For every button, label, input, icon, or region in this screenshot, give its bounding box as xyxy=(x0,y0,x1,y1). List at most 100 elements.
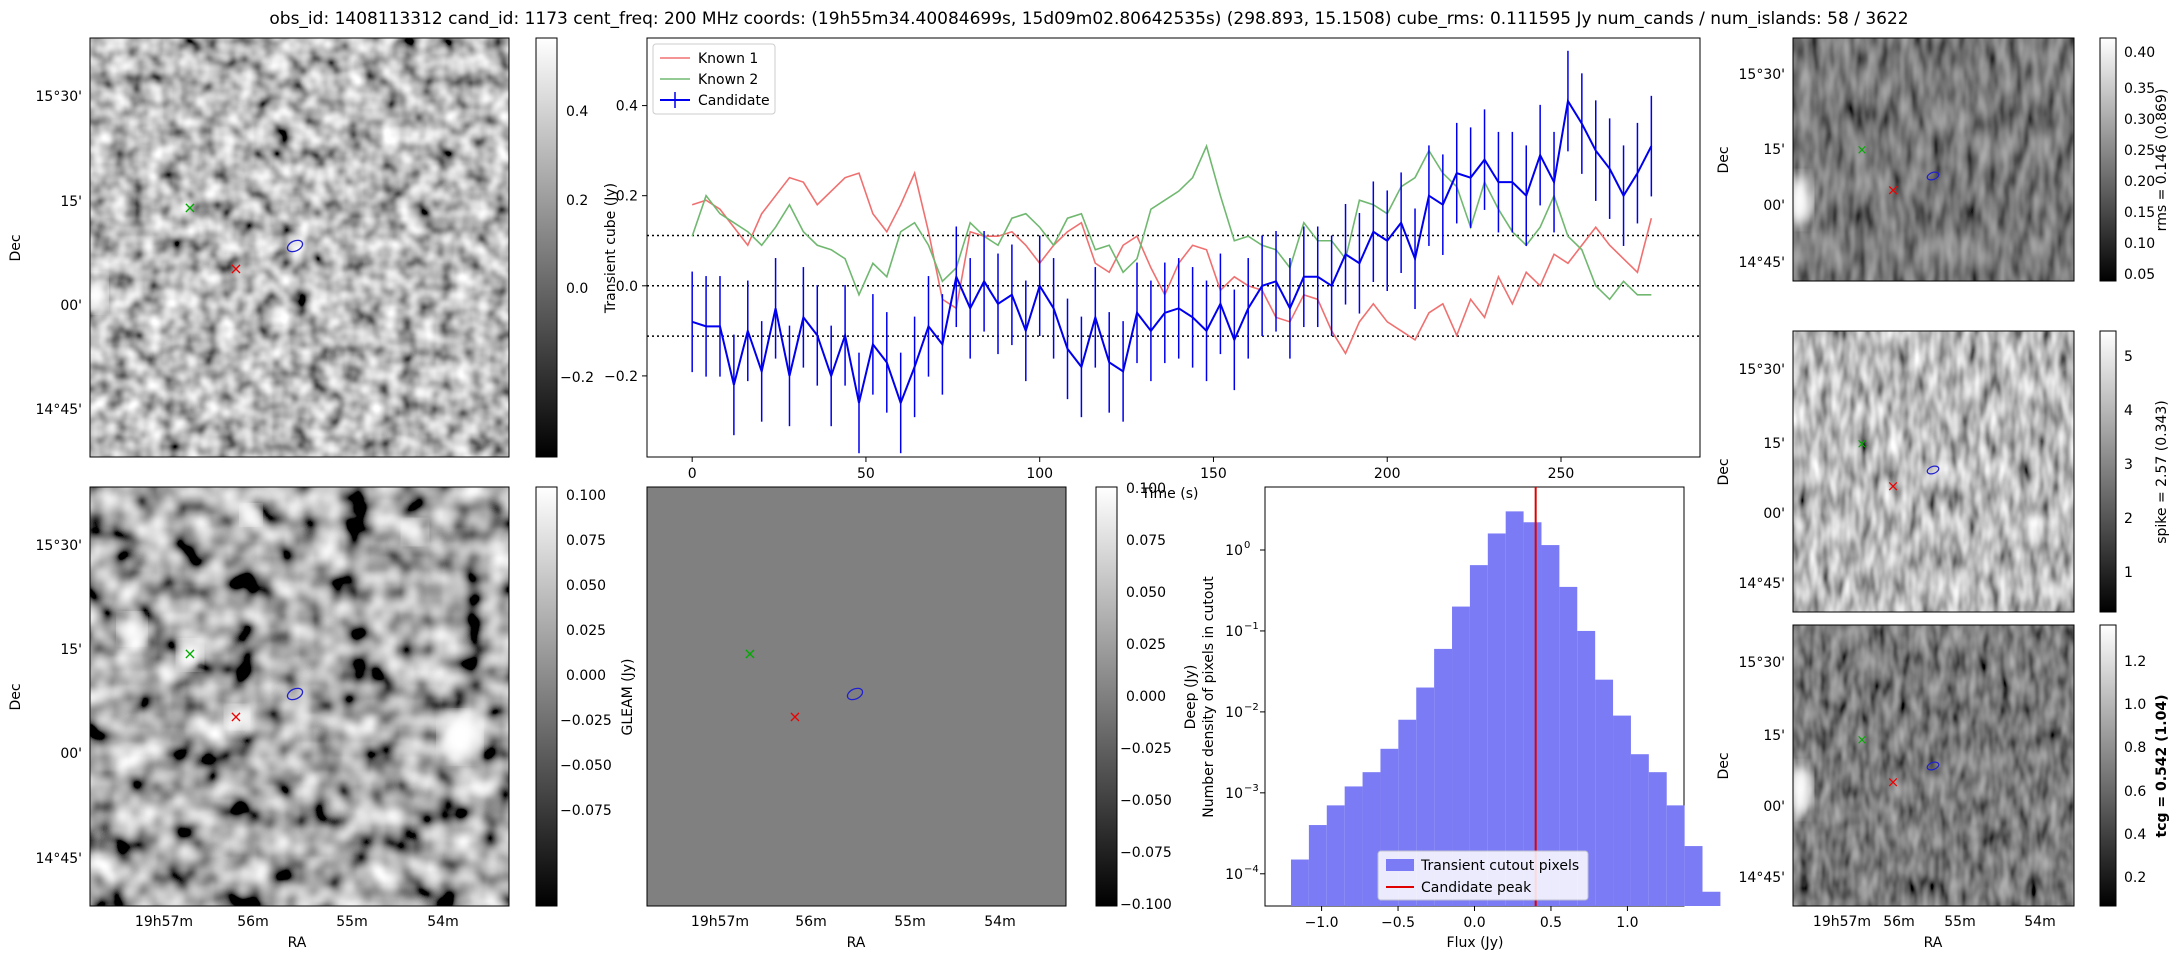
histogram-bar xyxy=(1344,786,1363,906)
ra-tick: 56m xyxy=(237,914,268,930)
colorbar-label: rms = 0.146 (0.869) xyxy=(2154,89,2170,232)
colorbar-tick: 1 xyxy=(2124,565,2133,581)
ra-tick: 55m xyxy=(1944,914,1975,930)
dec-tick: 00' xyxy=(1763,198,1785,214)
y-tick-exponent: −2 xyxy=(1244,702,1259,713)
legend-label: Candidate peak xyxy=(1421,880,1532,896)
colorbar-tick: 0.30 xyxy=(2124,112,2155,128)
colorbar-label: Transient cube (Jy) xyxy=(603,183,619,314)
colorbar-tick: 0.025 xyxy=(1126,637,1166,653)
dec-axis-label: Dec xyxy=(1716,458,1732,485)
histogram-bar xyxy=(1648,772,1667,906)
y-tick-label: 10 xyxy=(1225,543,1243,559)
colorbar-tick: 0.2 xyxy=(566,193,588,209)
x-tick-label: 0.0 xyxy=(1463,915,1485,931)
colorbar-tick: 0.25 xyxy=(2124,143,2155,159)
rms-image xyxy=(1793,38,2074,281)
histogram-bar xyxy=(1684,846,1703,906)
ra-axis-label: RA xyxy=(1924,935,1943,951)
colorbar-tick: 3 xyxy=(2124,457,2133,473)
transient-image-panel: × × Dec 15°30' 15' 00' 14°45' 0.4 0.2 0.… xyxy=(8,37,619,458)
colorbar-tick: 0.15 xyxy=(2124,205,2155,221)
histogram-bar xyxy=(1452,606,1470,906)
y-tick-label: −0.2 xyxy=(604,369,638,385)
colorbar-tick: 0.075 xyxy=(566,533,606,549)
source-ellipse xyxy=(286,239,304,253)
colorbar-tick: 2 xyxy=(2124,511,2133,527)
histogram-bar xyxy=(1308,825,1327,906)
ra-tick: 19h57m xyxy=(135,914,193,930)
colorbar xyxy=(2099,624,2117,907)
transient-image xyxy=(90,38,509,457)
red-cross-marker: × xyxy=(1887,773,1900,791)
colorbar-tick: −0.075 xyxy=(1120,845,1172,861)
dec-tick: 15°30' xyxy=(36,89,82,105)
colorbar-tick: 0.025 xyxy=(566,623,606,639)
source-ellipse xyxy=(846,687,864,701)
source-ellipse xyxy=(1926,761,1940,771)
y-tick-label: 0.2 xyxy=(616,189,638,205)
x-tick-label: −0.5 xyxy=(1381,915,1415,931)
ra-tick: 55m xyxy=(336,914,367,930)
histogram-bar xyxy=(1666,805,1685,906)
y-tick-label: 10 xyxy=(1225,705,1243,721)
colorbar-tick: 0.000 xyxy=(1126,689,1166,705)
colorbar-label: spike = 2.57 (0.343) xyxy=(2154,400,2170,544)
legend: Transient cutout pixels Candidate peak xyxy=(1377,850,1589,901)
histogram-bar xyxy=(1362,772,1381,906)
dec-tick: 00' xyxy=(60,746,82,762)
red-cross-marker: × xyxy=(788,707,801,726)
known1-series-line xyxy=(691,170,1653,356)
colorbar-tick: −0.050 xyxy=(560,758,612,774)
dec-tick: 15' xyxy=(1763,436,1785,452)
x-tick-label: 0 xyxy=(688,466,697,482)
green-cross-marker: × xyxy=(1857,143,1868,158)
y-tick-exponent: −3 xyxy=(1244,783,1259,794)
ra-axis-label: RA xyxy=(288,935,307,951)
dec-axis-label: Dec xyxy=(8,683,24,710)
histogram-bar xyxy=(1505,511,1524,906)
y-tick-label: 0.4 xyxy=(616,99,638,115)
colorbar-tick: 0.6 xyxy=(2124,784,2146,800)
colorbar-tick: 0.8 xyxy=(2124,740,2146,756)
colorbar-tick: 0.10 xyxy=(2124,236,2155,252)
dec-tick: 14°45' xyxy=(1739,255,1785,271)
colorbar xyxy=(535,37,558,458)
green-cross-marker: × xyxy=(1857,733,1868,748)
histogram-bar xyxy=(1702,891,1721,906)
colorbar-tick: 0.35 xyxy=(2124,81,2155,97)
colorbar-tick: −0.075 xyxy=(560,803,612,819)
dec-tick: 00' xyxy=(1763,506,1785,522)
legend-swatch xyxy=(1386,859,1414,871)
histogram-bar xyxy=(1290,859,1309,906)
colorbar-tick: 1.0 xyxy=(2124,697,2146,713)
dec-tick: 14°45' xyxy=(36,402,82,418)
dec-tick: 15°30' xyxy=(1739,655,1785,671)
histogram-bar xyxy=(1630,754,1649,906)
dec-tick: 15°30' xyxy=(1739,362,1785,378)
colorbar-tick: −0.100 xyxy=(1120,897,1172,913)
y-axis-label: Number density of pixels in cutout xyxy=(1201,576,1217,818)
colorbar-tick: 0.05 xyxy=(2124,267,2155,283)
x-tick-label: 200 xyxy=(1374,466,1401,482)
red-cross-marker: × xyxy=(229,259,242,278)
x-tick-label: 50 xyxy=(857,466,875,482)
colorbar-tick: 0.050 xyxy=(1126,585,1166,601)
histogram-bar xyxy=(1559,586,1578,906)
dec-axis-label: Dec xyxy=(1716,752,1732,779)
x-tick-label: −1.0 xyxy=(1305,915,1339,931)
histogram-bar xyxy=(1523,522,1542,906)
x-tick-label: 250 xyxy=(1548,466,1575,482)
tcg-image xyxy=(1793,625,2074,906)
histogram-bar xyxy=(1595,679,1614,906)
green-cross-marker: × xyxy=(183,644,196,663)
dec-tick: 15°30' xyxy=(1739,67,1785,83)
colorbar-tick: 0.075 xyxy=(1126,533,1166,549)
y-tick-exponent: 0 xyxy=(1244,540,1250,551)
colorbar xyxy=(1095,486,1118,907)
rms-image-panel: × × Dec 15°30' 15' 00' 14°45' 0.40 0.35 … xyxy=(1716,37,2170,283)
ra-tick: 54m xyxy=(427,914,458,930)
figure-title: obs_id: 1408113312 cand_id: 1173 cent_fr… xyxy=(269,9,1908,29)
